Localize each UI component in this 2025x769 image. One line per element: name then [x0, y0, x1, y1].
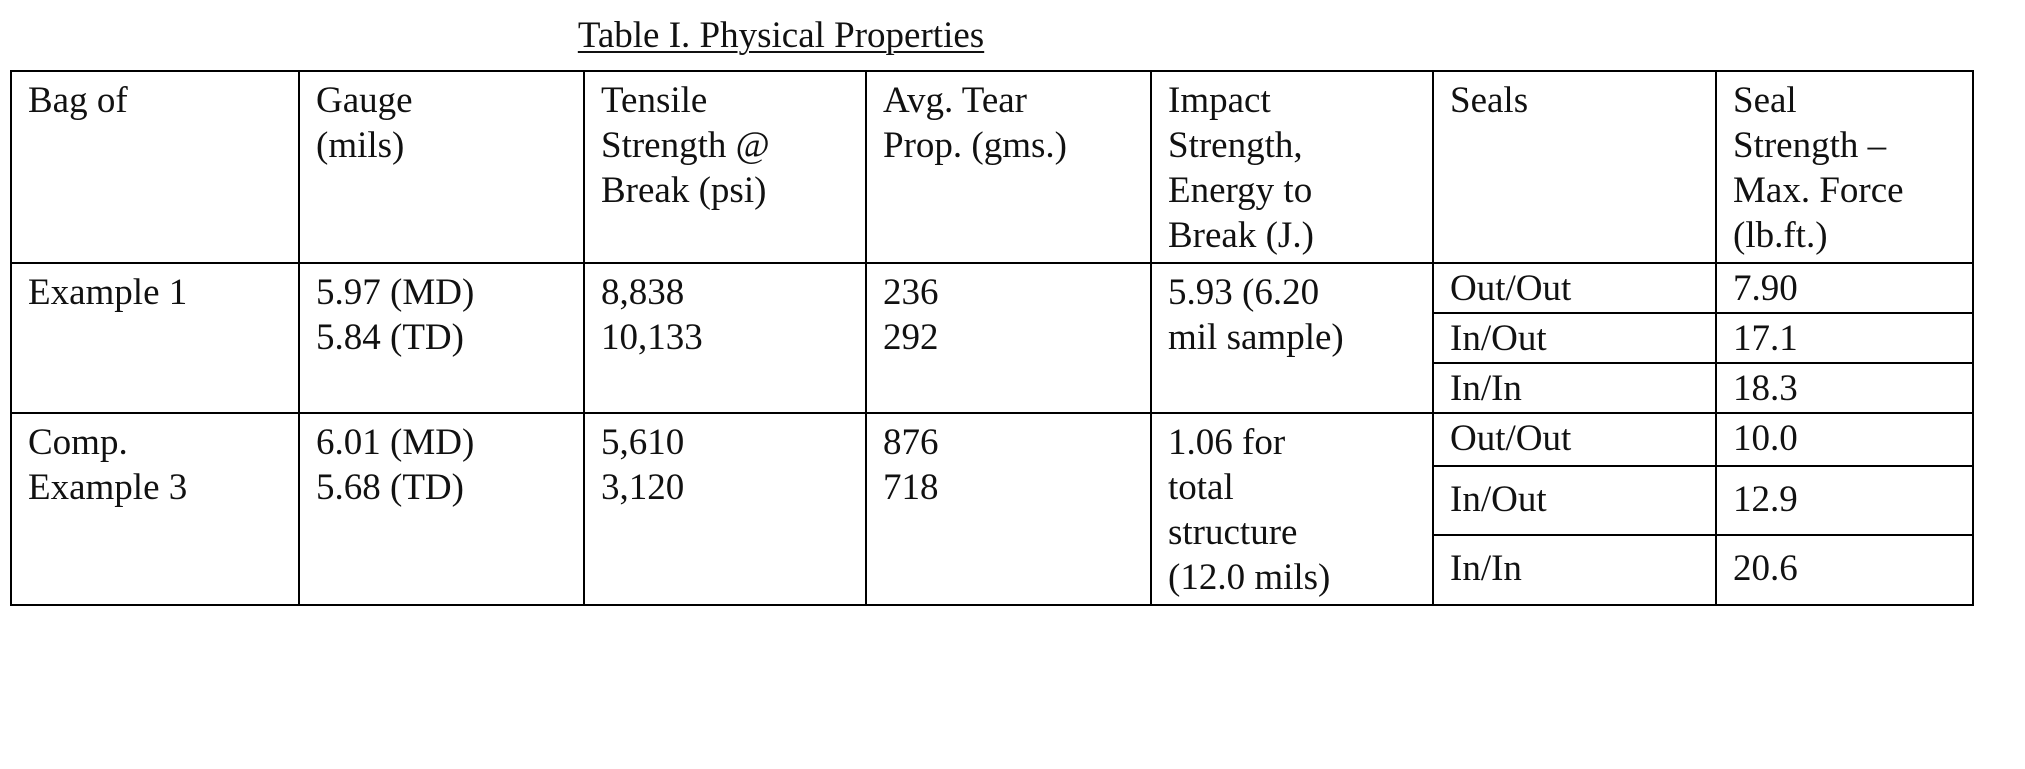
header-gauge: Gauge (mils) — [298, 70, 585, 264]
bag-cell: Comp. Example 3 — [10, 412, 300, 606]
gauge-cell: 5.97 (MD) 5.84 (TD) — [298, 262, 585, 414]
seal-subrow: In/Out 17.1 — [11, 312, 1974, 364]
seal-type-cell: In/In — [1432, 362, 1717, 414]
impact-cell: 5.93 (6.20 mil sample) — [1150, 262, 1434, 414]
table-row: Example 1 5.97 (MD) 5.84 (TD) 8,838 10,1… — [10, 262, 1974, 414]
tensile-cell: 8,838 10,133 — [583, 262, 867, 414]
header-impact-strength: Impact Strength, Energy to Break (J.) — [1150, 70, 1434, 264]
header-seal-strength: Seal Strength – Max. Force (lb.ft.) — [1715, 70, 1974, 264]
header-seals: Seals — [1432, 70, 1717, 264]
header-avg-tear: Avg. Tear Prop. (gms.) — [865, 70, 1152, 264]
seal-strength-cell: 10.0 — [1715, 412, 1974, 467]
table-title-text: Table I. Physical Properties — [577, 15, 985, 56]
table-row: Comp. Example 3 6.01 (MD) 5.68 (TD) 5,61… — [10, 412, 1974, 606]
seal-type-cell: In/In — [1432, 534, 1717, 606]
seal-strength-cell: 12.9 — [1715, 464, 1974, 537]
tensile-cell: 5,610 3,120 — [583, 412, 867, 606]
tear-cell: 236 292 — [865, 262, 1152, 414]
header-row: Bag of Gauge (mils) Tensile Strength @ B… — [10, 70, 1974, 264]
header-tensile-strength: Tensile Strength @ Break (psi) — [583, 70, 867, 264]
bag-cell: Example 1 — [10, 262, 300, 414]
seal-subrow: In/In 18.3 — [11, 362, 1974, 414]
tear-cell: 876 718 — [865, 412, 1152, 606]
impact-cell: 1.06 for total structure (12.0 mils) — [1150, 412, 1434, 606]
seal-type-cell: Out/Out — [1432, 412, 1717, 467]
table-title: Table I. Physical Properties — [0, 14, 1562, 58]
seal-type-cell: In/Out — [1432, 464, 1717, 537]
gauge-cell: 6.01 (MD) 5.68 (TD) — [298, 412, 585, 606]
seal-strength-cell: 17.1 — [1715, 312, 1974, 364]
seal-type-cell: In/Out — [1432, 312, 1717, 364]
header-bag-of: Bag of — [10, 70, 300, 264]
seal-type-cell: Out/Out — [1432, 262, 1717, 314]
seal-strength-cell: 7.90 — [1715, 262, 1974, 314]
seal-subrow: In/Out 12.9 — [11, 464, 1974, 537]
seal-subrow: In/In 20.6 — [11, 534, 1974, 606]
seal-strength-cell: 20.6 — [1715, 534, 1974, 606]
physical-properties-table: Bag of Gauge (mils) Tensile Strength @ B… — [10, 70, 1974, 606]
seal-strength-cell: 18.3 — [1715, 362, 1974, 414]
